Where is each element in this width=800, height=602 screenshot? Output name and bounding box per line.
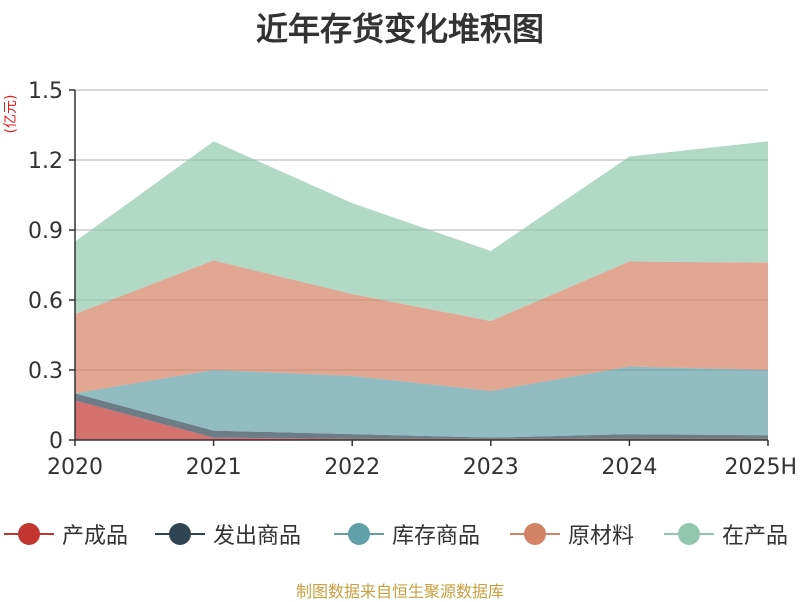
legend-swatch bbox=[155, 516, 205, 552]
area-series-4 bbox=[75, 141, 768, 321]
y-tick-label: 0.9 bbox=[28, 219, 63, 244]
chart-title: 近年存货变化堆积图 bbox=[255, 10, 544, 48]
y-axis-unit-label: (亿元) bbox=[3, 94, 19, 134]
legend-label: 产成品 bbox=[62, 524, 129, 549]
x-tick-label: 2025H bbox=[724, 455, 797, 480]
x-tick-label: 2021 bbox=[186, 455, 242, 480]
area-series-3 bbox=[75, 260, 768, 394]
x-tick-label: 2024 bbox=[601, 455, 657, 480]
area-series-2 bbox=[75, 366, 768, 438]
legend-item-3[interactable]: 原材料 bbox=[510, 516, 634, 552]
legend-swatch bbox=[664, 516, 714, 552]
legend-label: 在产品 bbox=[722, 524, 789, 549]
legend-swatch bbox=[510, 516, 560, 552]
legend-item-0[interactable]: 产成品 bbox=[4, 516, 128, 552]
area-series-0 bbox=[75, 400, 768, 440]
data-source-note: 制图数据来自恒生聚源数据库 bbox=[295, 582, 504, 601]
legend-item-2[interactable]: 库存商品 bbox=[334, 516, 480, 552]
x-tick-label: 2020 bbox=[47, 455, 103, 480]
y-tick-label: 1.5 bbox=[28, 79, 63, 104]
x-tick-label: 2022 bbox=[324, 455, 380, 480]
legend-swatch bbox=[4, 516, 54, 552]
y-tick-label: 1.2 bbox=[28, 149, 63, 174]
y-tick-label: 0 bbox=[49, 429, 63, 454]
legend-item-4[interactable]: 在产品 bbox=[664, 516, 788, 552]
legend-label: 库存商品 bbox=[392, 524, 481, 549]
legend-label: 发出商品 bbox=[213, 524, 302, 549]
legend: 产成品 发出商品 库存商品 原材料 在产品 bbox=[0, 516, 800, 552]
legend-item-1[interactable]: 发出商品 bbox=[155, 516, 301, 552]
legend-swatch bbox=[334, 516, 384, 552]
y-tick-label: 0.3 bbox=[28, 359, 63, 384]
y-tick-label: 0.6 bbox=[28, 289, 63, 314]
legend-label: 原材料 bbox=[568, 524, 635, 549]
x-tick-label: 2023 bbox=[463, 455, 519, 480]
